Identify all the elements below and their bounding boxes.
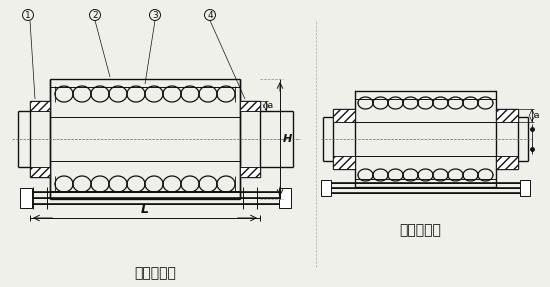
Bar	[279, 188, 291, 208]
Text: 法兰连接式: 法兰连接式	[134, 266, 176, 280]
Bar	[333, 109, 355, 122]
Bar	[30, 101, 50, 111]
Circle shape	[23, 9, 34, 20]
Text: 3: 3	[152, 11, 158, 20]
Bar	[240, 101, 260, 111]
Circle shape	[205, 9, 216, 20]
Text: L: L	[141, 203, 149, 216]
Text: a: a	[534, 111, 540, 120]
Bar	[30, 167, 50, 177]
Bar	[321, 180, 331, 196]
Text: 接管连接式: 接管连接式	[399, 223, 442, 237]
Text: H: H	[283, 134, 292, 144]
Text: a: a	[268, 102, 273, 110]
Bar	[20, 188, 32, 208]
Bar	[240, 167, 260, 177]
Circle shape	[90, 9, 101, 20]
Bar	[496, 156, 518, 169]
Bar	[520, 180, 530, 196]
Text: 1: 1	[25, 11, 31, 20]
Text: 2: 2	[92, 11, 98, 20]
Text: 4: 4	[207, 11, 213, 20]
Bar	[333, 156, 355, 169]
Circle shape	[150, 9, 161, 20]
Bar	[496, 109, 518, 122]
